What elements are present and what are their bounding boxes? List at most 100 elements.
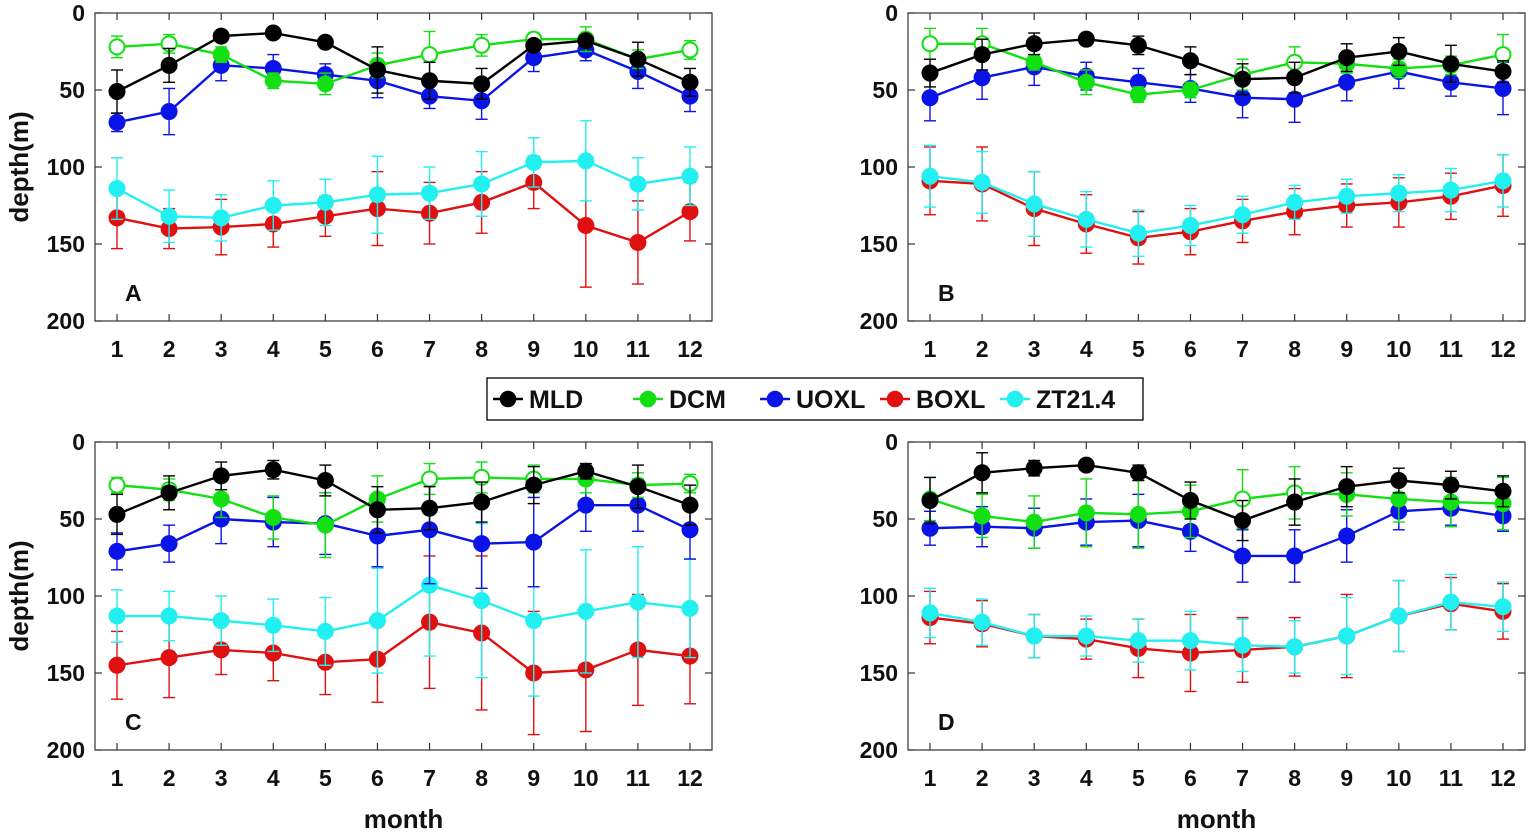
data-point [264,508,282,526]
data-point [421,184,439,202]
panel-label: D [938,709,955,735]
data-point [316,75,334,93]
data-point [160,56,178,74]
data-point [368,501,386,519]
data-point [212,27,230,45]
x-tick-label: 5 [1132,336,1145,362]
data-point [921,604,939,622]
series-line [929,37,1504,81]
legend-marker [1006,390,1024,408]
x-tick-label: 10 [1386,765,1412,791]
x-tick-label: 9 [527,336,540,362]
x-tick-label: 1 [924,336,937,362]
data-point [212,490,230,508]
data-point [1077,30,1095,48]
series-zt214 [921,144,1512,258]
series-line [929,507,1504,558]
data-point [1494,172,1512,190]
data-point [160,207,178,225]
x-tick-label: 10 [1386,336,1412,362]
data-point [681,167,699,185]
legend: MLD DCM UOXL BOXL ZT21.4 [486,377,1144,421]
x-tick-label: 7 [1236,765,1249,791]
x-tick-label: 8 [1288,765,1301,791]
data-point [108,180,126,198]
data-point [368,61,386,79]
data-point [525,612,543,630]
data-point [577,496,595,514]
panel-label: A [125,280,142,306]
y-axis-label: depth(m) [4,111,34,222]
data-point [264,197,282,214]
data-point [473,36,491,54]
x-tick-label: 5 [319,765,332,791]
data-point [1129,224,1147,242]
data-point [1234,70,1252,88]
data-point [629,233,647,251]
x-tick-label: 6 [371,336,384,362]
data-point [1077,73,1095,91]
legend-marker [886,390,904,408]
data-point [1234,636,1252,654]
y-tick-label: 0 [885,0,898,26]
series-line [116,31,691,93]
x-tick-label: 1 [111,336,124,362]
legend-item-dcm: DCM [633,386,726,414]
data-point [1338,527,1356,545]
x-tick-label: 2 [163,336,176,362]
series-zt214 [921,573,1512,676]
y-tick-label: 0 [72,0,85,26]
data-point [264,72,282,90]
data-point [1442,55,1460,73]
data-point [1129,632,1147,650]
data-point [921,64,939,82]
legend-marker [499,390,517,408]
x-tick-label: 8 [475,336,488,362]
y-tick-label: 150 [860,660,898,686]
data-point [1129,86,1147,104]
legend-marker [639,390,657,408]
x-tick-label: 8 [1288,336,1301,362]
data-point [108,476,126,494]
data-point [973,507,991,525]
panel-label: C [125,709,142,735]
x-tick-label: 10 [573,336,599,362]
data-point [421,499,439,517]
data-point [973,173,991,191]
data-point [421,470,439,488]
series-line [116,468,691,516]
data-point [1129,464,1147,482]
series-dcm [921,27,1512,104]
series-line [929,179,1504,240]
data-point [1286,638,1304,656]
y-axis-label: depth(m) [4,540,34,651]
axes-frame [94,12,713,322]
x-tick-label: 4 [1080,336,1093,362]
data-point [1129,36,1147,54]
data-point [1181,492,1199,510]
data-point [160,607,178,625]
legend-item-zt214: ZT21.4 [1000,386,1115,414]
y-tick-label: 50 [59,506,85,532]
data-point [577,462,595,480]
data-point [1286,69,1304,87]
data-point [629,175,647,193]
data-point [108,505,126,523]
data-point [1338,49,1356,67]
data-point [316,33,334,51]
data-point [316,622,334,640]
data-point [1077,627,1095,645]
x-tick-label: 10 [573,765,599,791]
legend-label: ZT21.4 [1036,386,1115,414]
legend-item-mld: MLD [493,386,583,414]
data-point [1181,632,1199,650]
x-tick-label: 1 [111,765,124,791]
y-tick-label: 50 [872,77,898,103]
y-tick-label: 100 [860,154,898,180]
data-point [681,496,699,514]
y-tick-label: 50 [872,506,898,532]
